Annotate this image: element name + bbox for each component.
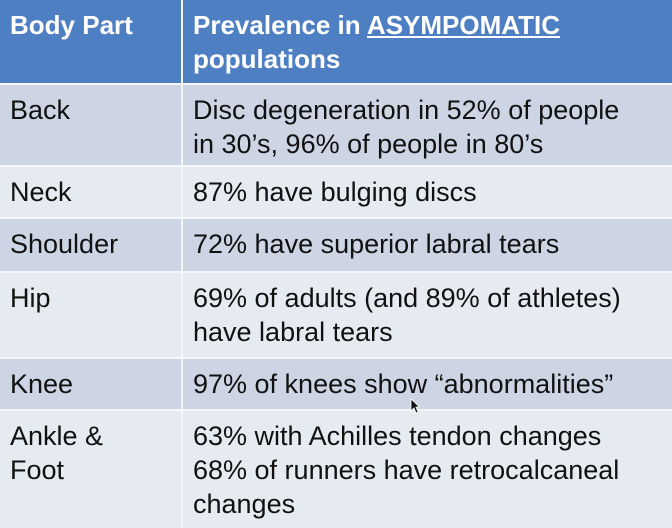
table-header-row: Body Part Prevalence in ASYMPOMATIC popul… xyxy=(0,0,672,84)
prevalence-cell: 69% of adults (and 89% of athletes) have… xyxy=(182,272,672,358)
mouse-pointer-icon xyxy=(410,398,420,414)
prevalence-line: 68% of runners have retrocalcaneal xyxy=(193,455,620,485)
body-part-cell: Ankle & Foot xyxy=(0,410,183,528)
body-part-cell: Back xyxy=(0,84,183,166)
prevalence-cell: Disc degeneration in 52% of people in 30… xyxy=(182,84,672,166)
table-row: Ankle & Foot 63% with Achilles tendon ch… xyxy=(0,410,672,528)
table-row: Knee 97% of knees show “abnormalities” xyxy=(0,358,672,410)
prevalence-cell: 87% have bulging discs xyxy=(182,166,672,218)
body-part-cell: Hip xyxy=(0,272,183,358)
header-prevalence-suffix: populations xyxy=(193,44,341,74)
prevalence-cell: 63% with Achilles tendon changes 68% of … xyxy=(182,410,672,528)
body-part-line: Foot xyxy=(10,455,65,485)
header-body-part: Body Part xyxy=(0,0,183,84)
prevalence-line: 69% of adults (and 89% of athletes) xyxy=(193,283,621,313)
prevalence-cell: 97% of knees show “abnormalities” xyxy=(182,358,672,410)
prevalence-line: 63% with Achilles tendon changes xyxy=(193,421,602,451)
prevalence-line: changes xyxy=(193,489,296,519)
prevalence-cell: 72% have superior labral tears xyxy=(182,218,672,272)
body-part-cell: Shoulder xyxy=(0,218,183,272)
prevalence-line: have labral tears xyxy=(193,317,393,347)
prevalence-line: Disc degeneration in 52% of people xyxy=(193,95,620,125)
prevalence-line: in 30’s, 96% of people in 80’s xyxy=(193,129,544,159)
prevalence-line: 87% have bulging discs xyxy=(193,177,477,207)
prevalence-line: 72% have superior labral tears xyxy=(193,229,560,259)
prevalence-line: 97% of knees show “abnormalities” xyxy=(193,369,614,399)
body-part-line: Ankle & xyxy=(10,421,104,451)
header-prevalence: Prevalence in ASYMPOMATIC populations xyxy=(182,0,672,84)
body-part-cell: Neck xyxy=(0,166,183,218)
header-prevalence-prefix: Prevalence in xyxy=(193,10,367,40)
table-row: Shoulder 72% have superior labral tears xyxy=(0,218,672,272)
header-prevalence-emphasis: ASYMPOMATIC xyxy=(366,10,560,40)
table-row: Hip 69% of adults (and 89% of athletes) … xyxy=(0,272,672,358)
body-part-cell: Knee xyxy=(0,358,183,410)
table-row: Neck 87% have bulging discs xyxy=(0,166,672,218)
table-row: Back Disc degeneration in 52% of people … xyxy=(0,84,672,166)
